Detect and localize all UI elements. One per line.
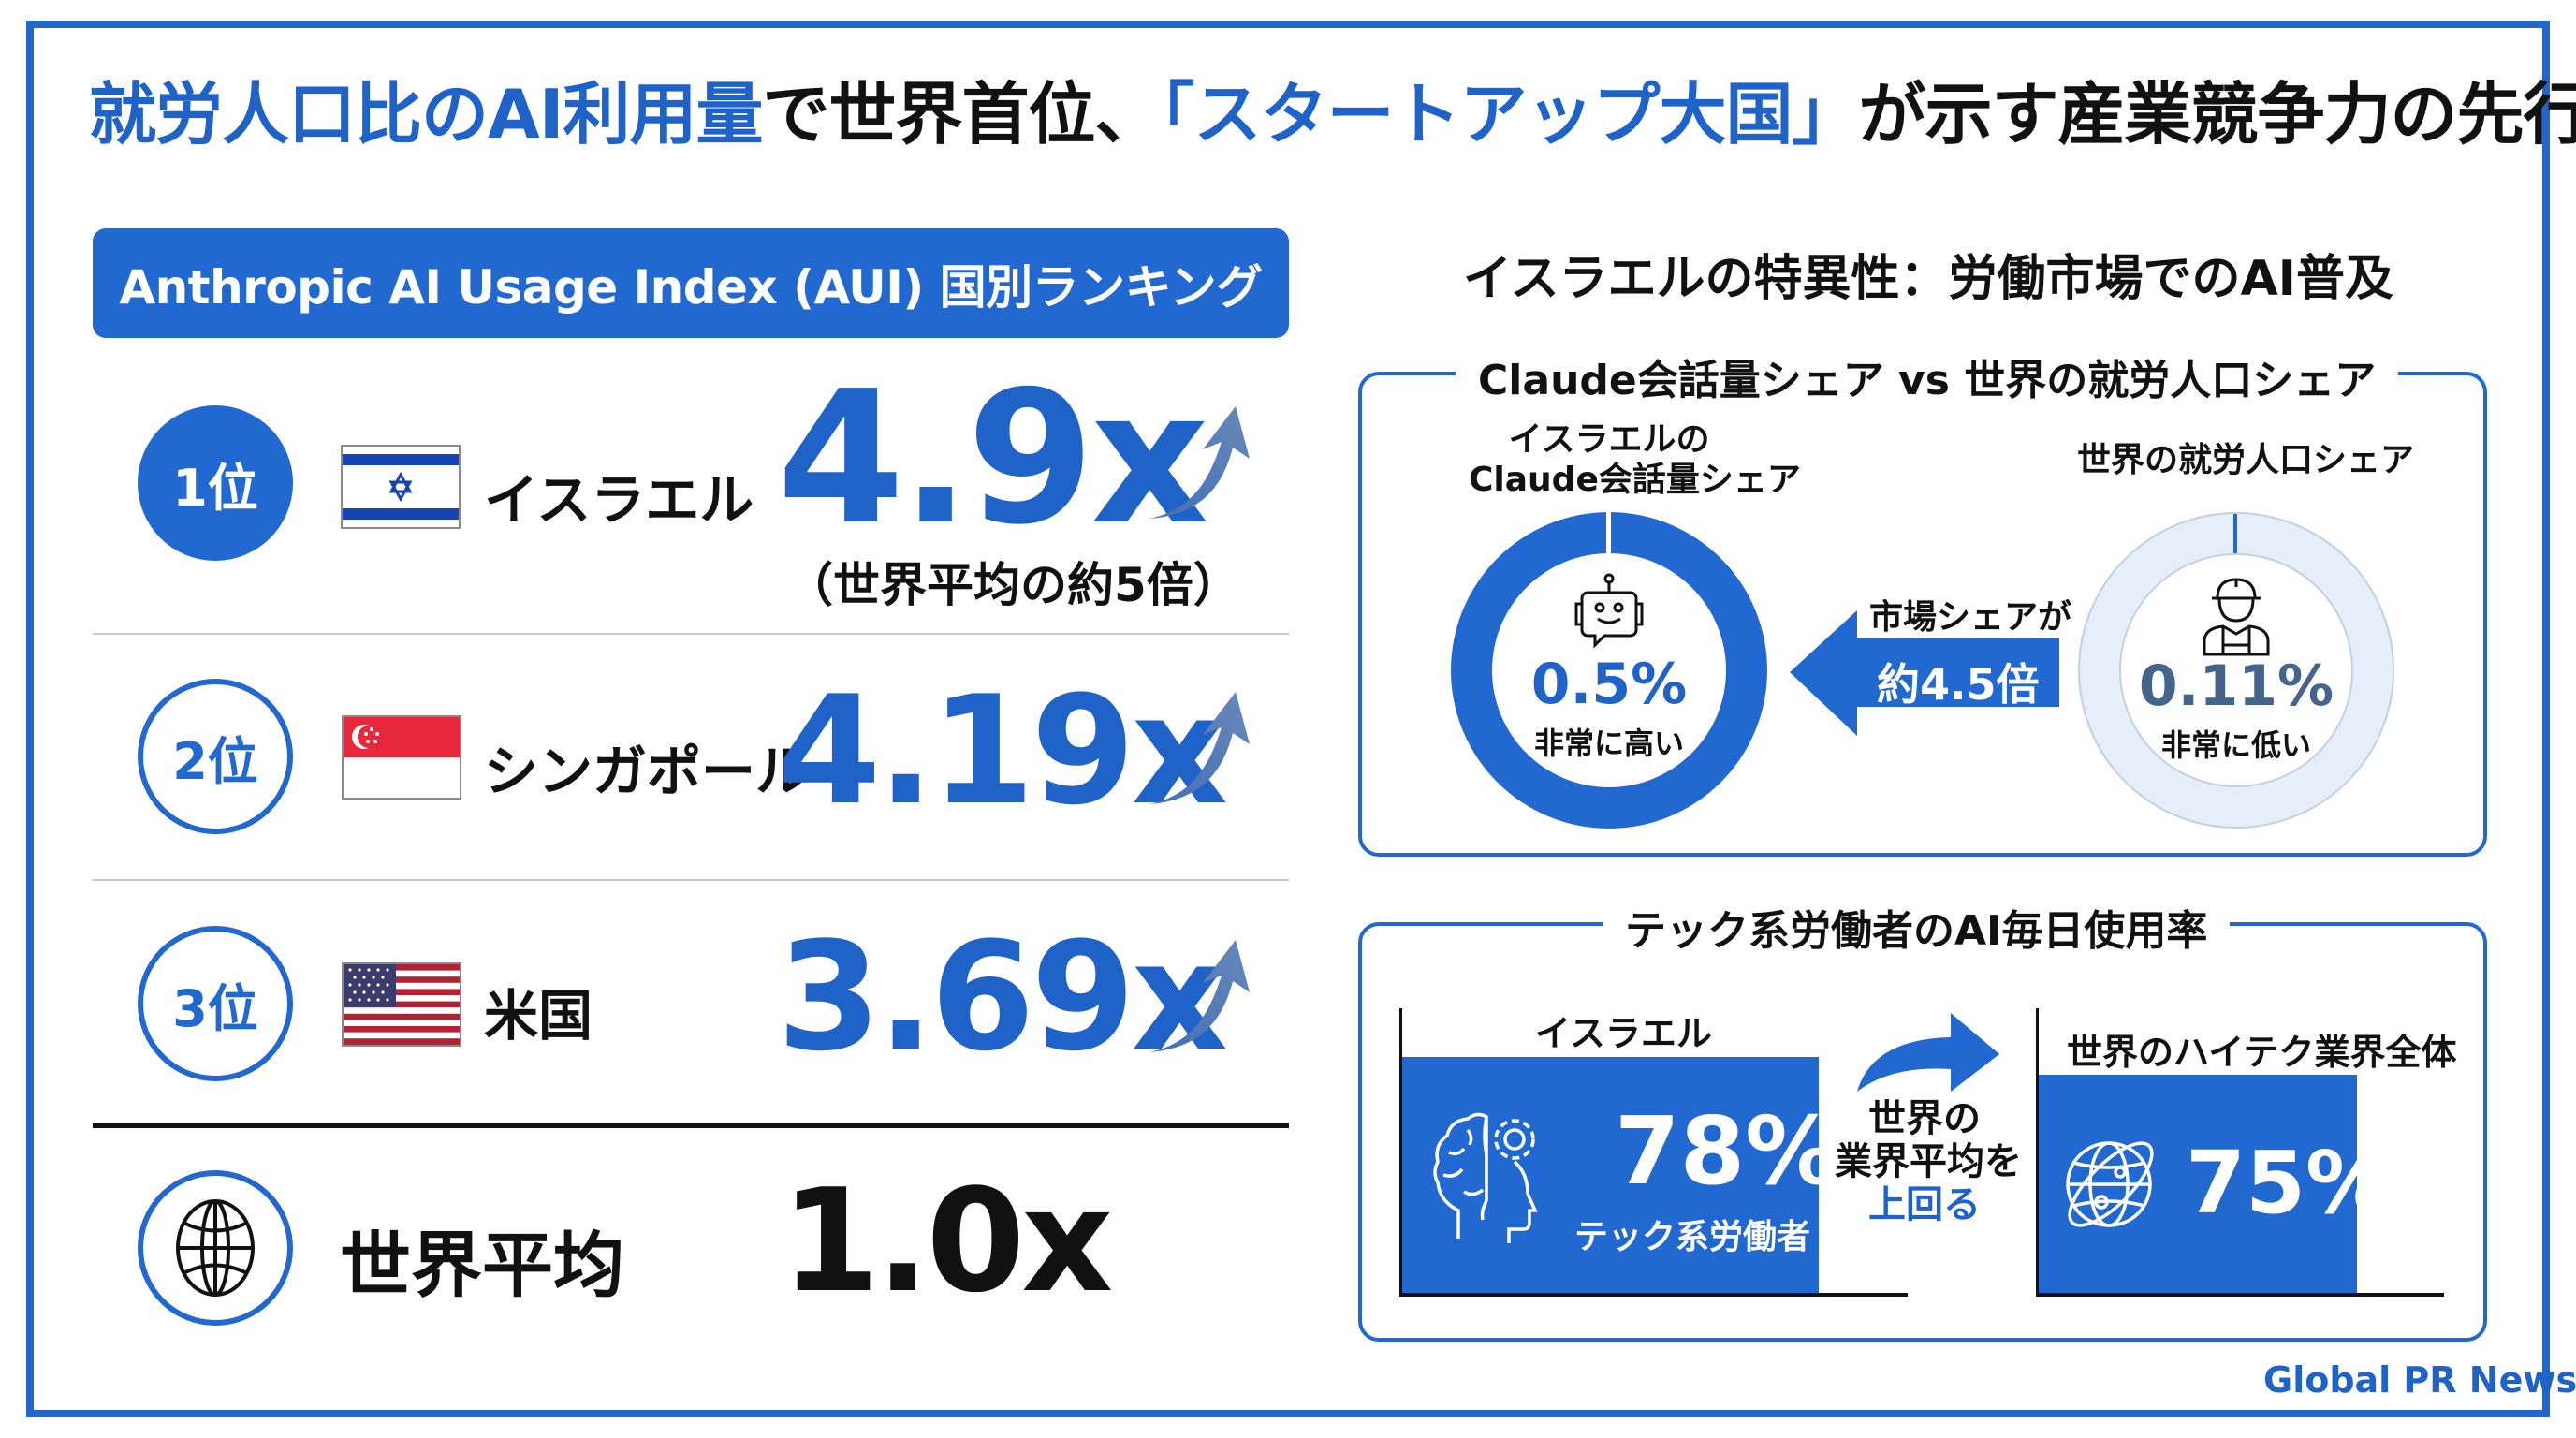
daily-panel-title: テック系労働者のAI毎日使用率: [1603, 897, 2231, 957]
donut-gap: [1606, 512, 1611, 555]
country-name-3: 米国: [484, 984, 593, 1048]
arrow-label-multiplier: 約4.5倍: [1877, 659, 2040, 710]
israel-share-donut: 0.5% 非常に高い: [1451, 512, 1767, 829]
israel-bar-sub: テック系労働者: [1574, 1218, 1811, 1256]
title-part-2: で世界首位、: [762, 75, 1163, 154]
bar-baseline: [2036, 1293, 2444, 1297]
donut-center: 0.5% 非常に高い: [1492, 553, 1726, 787]
outer-frame: [26, 21, 2550, 1417]
israel-bar: [1402, 1057, 1819, 1293]
share-panel-title: Claude会話量シェア vs 世界の就労人口シェア: [1456, 346, 2399, 406]
world-average-label: 世界平均: [340, 1224, 624, 1307]
singapore-flag-icon: [342, 715, 461, 800]
page-title: 就労人口比のAI利用量で世界首位、「スタートアップ大国」が示す産業競争力の先行指…: [89, 67, 2576, 161]
trend-up-arrow-icon: [1147, 938, 1254, 1059]
section-title: イスラエルの特異性：労働市場でのAI普及: [1463, 251, 2394, 307]
arrow-label-top: 市場シェアが: [1866, 590, 2076, 638]
exceeds-line3: 上回る: [1868, 1183, 1981, 1226]
world-average-value: 1.0x: [781, 1158, 1113, 1324]
israel-share-label: イスラエルの Claude会話量シェア: [1469, 419, 1801, 500]
brain-gear-icon: [1430, 1108, 1552, 1247]
aui-value-2: 4.19x: [777, 663, 1228, 838]
country-name-1: イスラエル: [484, 468, 754, 532]
worker-icon: [2203, 578, 2270, 656]
donut-center: 0.11% 非常に低い: [2119, 553, 2353, 787]
israel-share-note: 非常に高い: [1533, 726, 1684, 761]
country-name-2: シンガポール: [484, 740, 811, 803]
aui-value-3: 3.69x: [777, 909, 1228, 1084]
world-labor-share-donut: 0.11% 非常に低い: [2078, 512, 2394, 829]
world-average-badge: [138, 1170, 293, 1326]
title-part-4: が示す産業競争力の先行指標: [1858, 75, 2576, 154]
israel-share-value: 0.5%: [1530, 652, 1688, 717]
rank-badge-2: 2位: [138, 679, 293, 834]
aui-value-1: 4.9x: [777, 352, 1209, 565]
ranking-banner: Anthropic AI Usage Index (AUI) 国別ランキング: [93, 228, 1289, 338]
exceeds-average-text: 世界の 業界平均を 上回る: [1835, 1097, 2022, 1226]
robot-chat-icon: [1574, 573, 1644, 649]
bar-baseline: [1399, 1293, 1908, 1297]
row-divider: [93, 879, 1289, 881]
world-bar-value: 75%: [2186, 1133, 2393, 1233]
world-bar-label: 世界のハイテク業界全体: [2067, 1032, 2457, 1073]
israel-bar-value: 78%: [1615, 1096, 1839, 1206]
exceeds-line2: 業界平均を: [1835, 1140, 2022, 1183]
bar-axis: [2036, 1008, 2039, 1296]
title-part-3: 「スタートアップ大国」: [1161, 75, 1860, 154]
trend-up-arrow-icon: [1147, 690, 1254, 811]
israel-share-label-line1: イスラエルの: [1508, 420, 1710, 459]
rank-badge-1: 1位: [138, 405, 293, 561]
usa-flag-icon: [342, 962, 461, 1047]
world-labor-share-value: 0.11%: [2138, 653, 2334, 719]
israel-flag-icon: [341, 445, 461, 529]
globe-icon: [176, 1199, 255, 1297]
world-labor-share-note: 非常に低い: [2160, 727, 2311, 763]
comparison-left-arrow-icon: [1790, 610, 2059, 740]
trend-up-arrow-icon: [1147, 404, 1254, 525]
row-divider: [93, 633, 1289, 635]
israel-bar-label: イスラエル: [1535, 1013, 1712, 1054]
curved-right-arrow-icon: [1853, 1011, 2003, 1099]
world-labor-share-label: 世界の就労人口シェア: [2077, 441, 2415, 479]
title-part-1: 就労人口比のAI利用量: [89, 75, 764, 154]
aui-note-1: （世界平均の約5倍）: [786, 558, 1240, 612]
exceeds-line1: 世界の: [1868, 1097, 1981, 1140]
israel-share-label-line2: Claude会話量シェア: [1469, 461, 1801, 500]
baseline-divider: [93, 1123, 1289, 1128]
network-globe-icon: [2062, 1133, 2161, 1240]
donut-slice: [2233, 514, 2237, 555]
rank-badge-3: 3位: [138, 926, 293, 1081]
brand-footer: Global PR News: [2263, 1359, 2576, 1401]
bar-axis: [1399, 1008, 1402, 1296]
